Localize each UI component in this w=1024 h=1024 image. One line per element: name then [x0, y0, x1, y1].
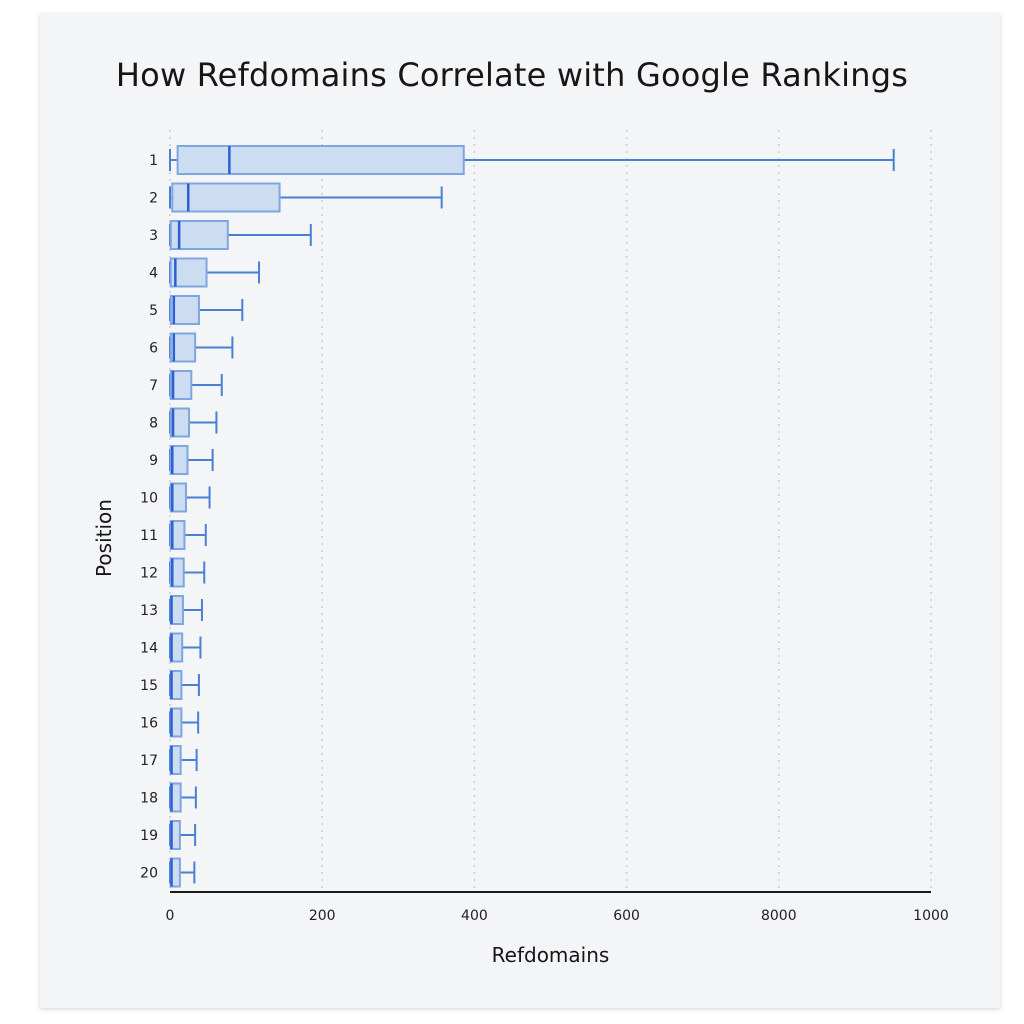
- y-tick-label: 7: [149, 378, 158, 394]
- box-position-13: [169, 595, 203, 625]
- box-position-5: [169, 295, 244, 325]
- y-tick-label: 4: [149, 266, 158, 282]
- x-axis-title: Refdomains: [492, 943, 610, 967]
- chart-title: How Refdomains Correlate with Google Ran…: [115, 56, 909, 94]
- grid-lines: [169, 130, 932, 892]
- box-position-10: [169, 482, 211, 513]
- x-tick-label: 1000: [913, 908, 949, 924]
- iqr-box: [169, 370, 193, 400]
- iqr-box: [171, 182, 281, 213]
- y-tick-label: 11: [140, 528, 158, 544]
- box-series: [169, 145, 895, 888]
- y-axis-title: Position: [92, 499, 116, 577]
- y-tick-label: 12: [140, 566, 158, 582]
- y-tick-label: 19: [140, 828, 158, 844]
- y-tick-label: 9: [149, 453, 158, 469]
- iqr-box: [169, 295, 200, 325]
- x-tick-label: 8000: [761, 908, 797, 924]
- y-tick-label: 5: [149, 303, 158, 319]
- box-position-3: [169, 220, 312, 250]
- iqr-box: [169, 445, 189, 475]
- box-position-12: [169, 557, 206, 588]
- y-tick-label: 16: [140, 716, 158, 732]
- y-tick-label: 17: [140, 753, 158, 769]
- x-tick-label: 200: [309, 908, 336, 924]
- y-tick-label: 2: [149, 191, 158, 207]
- box-position-8: [169, 407, 218, 438]
- box-position-1: [169, 145, 895, 175]
- y-tick-label: 8: [149, 416, 158, 432]
- box-position-19: [169, 820, 197, 850]
- iqr-box: [169, 407, 191, 438]
- iqr-box: [176, 145, 465, 175]
- y-tick-label: 1: [149, 153, 158, 169]
- y-tick-label: 15: [140, 678, 158, 694]
- y-tick-label: 13: [140, 603, 158, 619]
- box-position-15: [169, 670, 200, 700]
- box-position-16: [169, 707, 200, 738]
- box-position-7: [169, 370, 223, 400]
- x-tick-labels: 0 200 400 600 8000 1000: [166, 908, 949, 924]
- y-tick-label: 20: [140, 866, 158, 882]
- x-tick-label: 600: [613, 908, 640, 924]
- box-position-20: [169, 857, 196, 888]
- box-position-4: [169, 257, 261, 288]
- x-tick-label: 0: [166, 908, 175, 924]
- box-position-17: [169, 745, 198, 775]
- box-position-14: [169, 632, 202, 663]
- iqr-box: [169, 482, 187, 513]
- box-position-6: [169, 332, 234, 363]
- y-tick-label: 10: [140, 491, 158, 507]
- y-tick-label: 6: [149, 341, 158, 357]
- x-tick-label: 400: [461, 908, 488, 924]
- iqr-box: [169, 257, 208, 288]
- box-position-11: [169, 520, 207, 550]
- box-position-2: [169, 182, 443, 213]
- box-position-18: [169, 782, 197, 813]
- box-position-9: [169, 445, 214, 475]
- y-tick-label: 18: [140, 791, 158, 807]
- y-tick-label: 14: [140, 641, 158, 657]
- iqr-box: [169, 520, 186, 550]
- iqr-box: [169, 557, 185, 588]
- y-tick-label: 3: [149, 228, 158, 244]
- chart-card: [40, 14, 1000, 1008]
